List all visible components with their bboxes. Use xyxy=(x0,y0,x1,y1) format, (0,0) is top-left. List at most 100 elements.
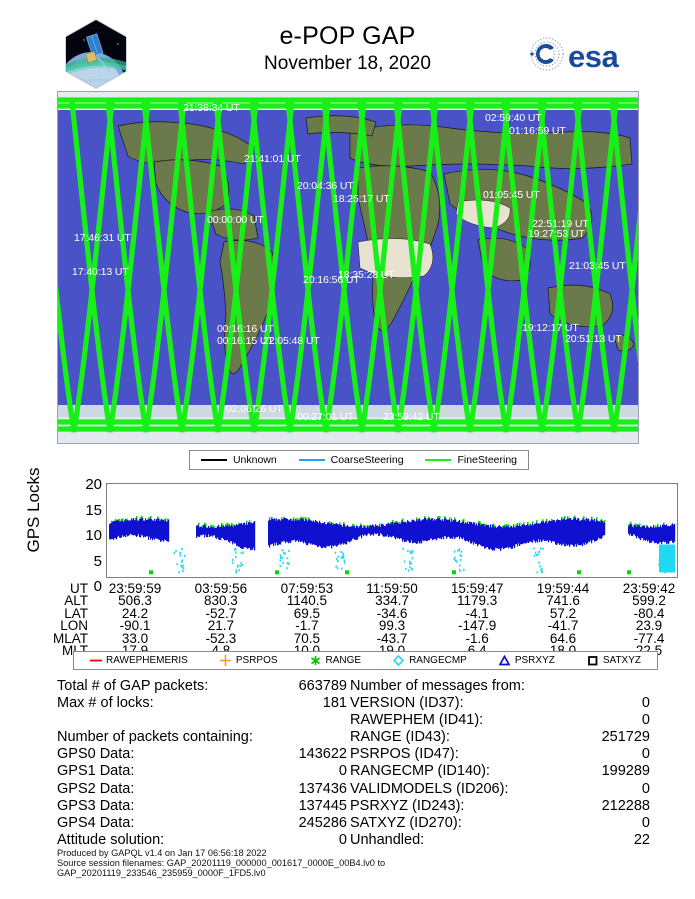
table-cell: 506.3 xyxy=(118,593,152,609)
legend-line-icon xyxy=(425,459,452,461)
map-canvas xyxy=(58,92,638,443)
y-tick-label: 20 xyxy=(85,476,102,493)
table-cell: 15:59:47 xyxy=(450,581,504,596)
data-legend-label: RAWEPHEMERIS xyxy=(105,655,188,666)
table-cell: -52.3 xyxy=(205,630,237,646)
table-row: LON -90.1 21.7 -1.7 99.3 -147.9 -41.7 23.9 xyxy=(44,618,692,634)
stat-value: 143622 xyxy=(298,746,347,763)
stat-value: 0 xyxy=(641,712,650,729)
table-cell: 64.6 xyxy=(549,630,577,646)
table-cell: 334.7 xyxy=(375,593,409,609)
message-stat-row: RANGE (ID43): 251729 xyxy=(350,729,650,746)
stat-label: GPS0 Data: xyxy=(57,746,135,763)
data-legend-entry: PSRPOS xyxy=(219,655,278,666)
table-cell: 830.3 xyxy=(204,593,238,609)
table-cell: -80.4 xyxy=(633,605,665,621)
stat-label: SATXYZ (ID270): xyxy=(350,814,462,831)
table-row: LAT 24.2 -52.7 69.5 -34.6 -4.1 57.2 -80.4 xyxy=(44,605,692,621)
message-type-legend: RAWEPHEMERIS PSRPOS RANGE RANGECMP PSRXYZ SAT… xyxy=(73,651,658,670)
map-time-label: 02:06:26 UT xyxy=(226,403,283,415)
table-cell: 21.7 xyxy=(207,618,235,634)
stat-value: 137436 xyxy=(298,780,347,797)
message-stat-row: RAWEPHEM (ID41): 0 xyxy=(350,712,650,729)
y-tick-label: 5 xyxy=(93,552,102,570)
stat-label: GPS1 Data: xyxy=(57,763,135,780)
message-stat-row: SATXYZ (ID270): 0 xyxy=(350,815,650,832)
gps-locks-y-ticks: 20 15 10 5 0 xyxy=(62,476,102,595)
map-legend: Unknown CoarseSteering FineSteering xyxy=(189,450,529,470)
map-time-label: 21:03:45 UT xyxy=(569,260,626,272)
table-cell: -34.6 xyxy=(376,605,408,621)
legend-line-icon xyxy=(200,459,227,461)
map-time-label: 18:25:17 UT xyxy=(333,193,390,205)
map-legend-entry: FineSteering xyxy=(425,454,517,466)
packet-stat-row: GPS3 Data: 137445 xyxy=(57,798,347,815)
table-cell: -43.7 xyxy=(376,630,408,646)
stat-value: 212288 xyxy=(601,797,650,814)
map-time-label: 20:04:36 UT xyxy=(297,180,354,192)
table-cell: 1140.5 xyxy=(286,593,327,609)
esa-logo-icon: esa xyxy=(530,37,620,74)
stat-value: 251729 xyxy=(601,729,650,746)
map-time-label: 02:59:40 UT xyxy=(485,112,542,124)
stat-label: RAWEPHEM (ID41): xyxy=(350,712,484,729)
table-cell: 57.2 xyxy=(549,605,577,621)
table-cell: 07:59:53 xyxy=(280,581,334,596)
total-packets-value: 663789 xyxy=(298,678,347,694)
table-cell: 99.3 xyxy=(378,618,406,634)
table-cell: 69.5 xyxy=(293,605,320,621)
data-legend-entry: SATXYZ xyxy=(587,655,641,666)
message-stat-row: VERSION (ID37): 0 xyxy=(350,695,650,712)
packet-stat-row: GPS2 Data: 137436 xyxy=(57,781,347,798)
stat-label: VERSION (ID37): xyxy=(350,695,464,712)
footer-provenance: Produced by GAPQL v1.4 on Jan 17 06:56:1… xyxy=(57,848,657,879)
map-time-label: 17:46:31 UT xyxy=(74,232,131,244)
data-legend-label: RANGE xyxy=(325,655,362,666)
table-cell: -4.1 xyxy=(465,605,489,621)
gps-locks-canvas xyxy=(109,515,676,575)
stat-label: RANGECMP (ID140): xyxy=(350,763,490,780)
map-time-label: 01:16:59 UT xyxy=(509,125,566,137)
footer-line-source-cont: GAP_20201119_233546_235959_0000F_1FD5.lv… xyxy=(57,868,266,879)
total-packets-label: Total # of GAP packets: xyxy=(57,678,209,694)
total-packets-row: Total # of GAP packets: 663789 xyxy=(57,678,347,695)
legend-line-icon xyxy=(298,459,325,461)
diamond-marker-icon xyxy=(392,654,405,667)
y-tick-label: 15 xyxy=(85,501,102,519)
stat-label: GPS4 Data: xyxy=(57,814,135,831)
page-header: CASSIOPE e-POP GAP November 18, 2020 esa xyxy=(0,0,695,92)
packets-containing-header: Number of packets containing: xyxy=(57,729,253,746)
stat-value: 137445 xyxy=(298,797,347,814)
gps-locks-axis-label: GPS Locks xyxy=(24,467,43,553)
stat-label: Unhandled: xyxy=(350,831,425,848)
table-cell: -147.9 xyxy=(457,618,497,634)
table-cell: 70.5 xyxy=(293,630,320,646)
message-stat-row: VALIDMODELS (ID206): 0 xyxy=(350,781,650,798)
plus-marker-icon xyxy=(219,655,231,666)
packet-stat-row: GPS4 Data: 245286 xyxy=(57,815,347,832)
table-cell: 1179.3 xyxy=(456,593,498,609)
table-cell: -90.1 xyxy=(119,618,151,634)
table-cell: 19:59:44 xyxy=(536,581,590,596)
dash-marker-icon xyxy=(89,655,102,666)
stat-value: 0 xyxy=(338,763,347,780)
map-time-label: 21:38:34 UT xyxy=(183,102,240,114)
data-legend-entry: RANGE xyxy=(310,655,362,666)
cassiope-mission-patch-icon: CASSIOPE xyxy=(65,18,127,90)
page-title: e-POP GAP xyxy=(279,22,416,50)
table-cell: 03:59:56 xyxy=(194,581,248,596)
orbit-parameter-table: UT 23:59:59 03:59:56 07:59:53 11:59:50 15:59:… xyxy=(44,581,692,658)
stat-value: 0 xyxy=(641,814,650,831)
table-cell: -1.7 xyxy=(295,618,319,634)
data-legend-entry: PSRXYZ xyxy=(498,654,555,666)
map-legend-entry: CoarseSteering xyxy=(298,454,404,466)
esa-wordmark: esa xyxy=(568,39,619,74)
data-legend-entry: RANGECMP xyxy=(392,654,467,667)
max-locks-value: 181 xyxy=(322,695,347,712)
message-stat-row: RANGECMP (ID140): 199289 xyxy=(350,763,650,780)
legend-label: FineSteering xyxy=(457,454,518,466)
map-time-label: 00:27:01 UT xyxy=(297,411,354,423)
map-time-label: 17:40:13 UT xyxy=(72,266,129,278)
table-cell: 24.2 xyxy=(121,605,149,621)
map-time-label: 21:41:01 UT xyxy=(244,153,301,165)
